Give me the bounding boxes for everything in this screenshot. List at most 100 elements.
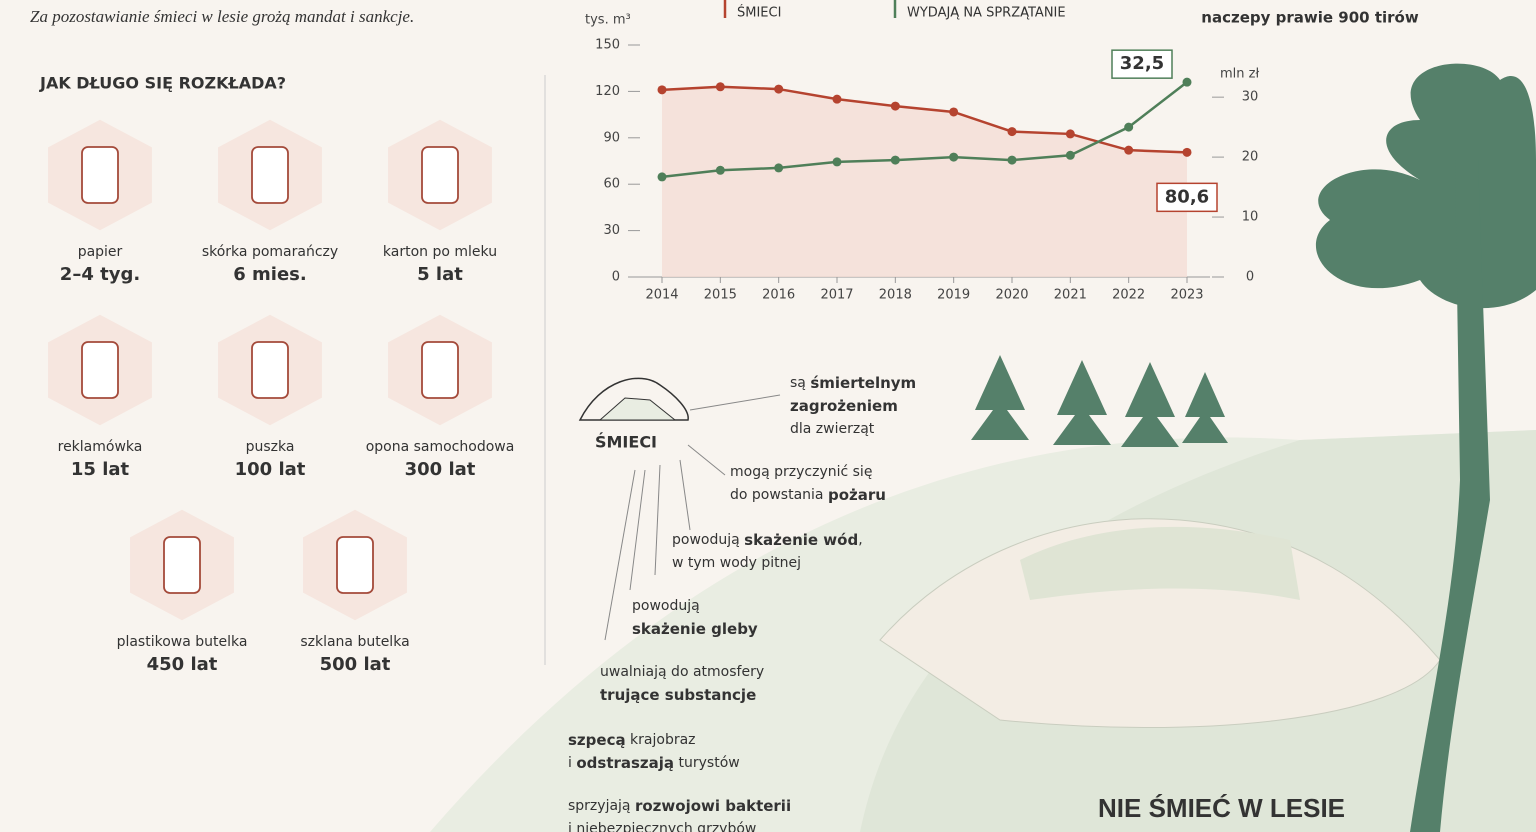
- item-time: 500 lat: [320, 654, 391, 675]
- point: [1065, 129, 1075, 139]
- y-tick-label: 30: [603, 223, 620, 238]
- item-icon: [251, 146, 289, 204]
- y-tick-label: 120: [595, 84, 620, 99]
- item-name: papier: [78, 244, 123, 260]
- effects-title: ŚMIECI: [595, 433, 657, 452]
- x-tick-label: 2019: [937, 288, 970, 303]
- legend-label: ŚMIECI: [737, 5, 781, 21]
- effect-line: zagrożeniem: [790, 397, 898, 415]
- ray: [629, 469, 646, 591]
- point: [1124, 122, 1134, 132]
- point: [774, 84, 784, 94]
- item-name: plastikowa butelka: [117, 634, 248, 650]
- item-time: 5 lat: [417, 264, 463, 285]
- y-tick-label: 60: [603, 177, 620, 192]
- effect-line: mogą przyczynić się: [730, 464, 872, 480]
- item-time: 450 lat: [147, 654, 218, 675]
- point: [1007, 127, 1017, 137]
- value-label-box: [1156, 182, 1218, 213]
- effect-line: trujące substancje: [600, 686, 756, 704]
- effect-line: sprzyjają rozwojowi bakterii: [568, 797, 791, 815]
- y-tick-label: 150: [595, 38, 620, 53]
- ray: [679, 459, 691, 531]
- value-label-box: [1111, 49, 1173, 79]
- y2-tick-label: 10: [1242, 210, 1259, 225]
- trash-pile: [879, 518, 1441, 728]
- x-tick-label: 2023: [1170, 288, 1203, 303]
- y-tick-label: 0: [612, 270, 620, 285]
- effect-part: i: [568, 755, 576, 771]
- point: [832, 157, 842, 167]
- item-name: opona samochodowa: [366, 439, 515, 455]
- effect-part: powodują: [672, 532, 744, 548]
- item-name: skórka pomarańczy: [202, 244, 338, 260]
- item-icon: [163, 536, 201, 594]
- effect-part: turystów: [674, 755, 740, 771]
- effect-line: i niebezpiecznych grzybów: [568, 821, 756, 832]
- ray: [689, 394, 781, 411]
- big-tree-trunk: [1410, 160, 1490, 832]
- y2-tick-label: 30: [1242, 90, 1259, 105]
- item-time: 100 lat: [235, 459, 306, 480]
- trash-icon-mound: [598, 397, 677, 421]
- point: [1182, 147, 1192, 157]
- section-title: JAK DŁUGO SIĘ ROZKŁADA?: [39, 74, 286, 93]
- effect-part: w tym wody pitnej: [672, 555, 801, 571]
- x-tick-label: 2022: [1112, 288, 1145, 303]
- effect-line: powodują: [632, 598, 700, 614]
- item-icon: [81, 146, 119, 204]
- effect-line: uwalniają do atmosfery: [600, 664, 764, 680]
- trash-icon: [578, 377, 689, 421]
- item-name: szklana butelka: [300, 634, 409, 650]
- point: [657, 172, 667, 182]
- effect-part: odstraszają: [576, 754, 674, 772]
- ray: [654, 464, 661, 576]
- x-tick-label: 2021: [1054, 288, 1087, 303]
- item-name: reklamówka: [58, 439, 143, 455]
- value-label: 80,6: [1165, 186, 1209, 207]
- ray: [687, 444, 726, 476]
- effect-part: sprzyjają: [568, 798, 635, 814]
- effect-part: uwalniają do atmosfery: [600, 664, 764, 680]
- item-icon: [336, 536, 374, 594]
- point: [774, 163, 784, 173]
- effect-line: i odstraszają turystów: [568, 754, 740, 772]
- y2-axis-label: mln zł: [1220, 67, 1259, 82]
- effect-line: skażenie gleby: [632, 620, 758, 638]
- effect-line: dla zwierząt: [790, 421, 875, 437]
- item-name: karton po mleku: [383, 244, 497, 260]
- effect-part: powodują: [632, 598, 700, 614]
- x-tick-label: 2017: [820, 288, 853, 303]
- y-axis-label: tys. m³: [585, 13, 631, 28]
- effect-part: rozwojowi bakterii: [635, 797, 791, 815]
- x-tick-label: 2014: [645, 288, 678, 303]
- slogan: NIE ŚMIEĆ W LESIE: [1098, 793, 1345, 823]
- effect-part: krajobraz: [626, 732, 696, 748]
- effect-line: są śmiertelnym: [790, 374, 916, 392]
- point: [715, 82, 725, 92]
- point: [1007, 155, 1017, 165]
- y2-tick-label: 0: [1246, 270, 1254, 285]
- note: naczepy prawie 900 tirów: [1201, 9, 1419, 27]
- point: [890, 155, 900, 165]
- point: [715, 165, 725, 175]
- ray: [604, 469, 636, 641]
- y2-tick-label: 20: [1242, 150, 1259, 165]
- intro: Za pozostawianie śmieci w lesie grożą ma…: [30, 7, 414, 26]
- point: [657, 85, 667, 95]
- effect-part: i niebezpiecznych grzybów: [568, 821, 756, 832]
- point: [1182, 77, 1192, 87]
- item-name: puszka: [246, 439, 295, 455]
- point: [832, 94, 842, 104]
- effect-part: pożaru: [828, 486, 886, 504]
- item-icon: [251, 341, 289, 399]
- x-tick-label: 2020: [995, 288, 1028, 303]
- value-label: 32,5: [1120, 53, 1164, 74]
- effect-line: szpecą krajobraz: [568, 731, 696, 749]
- point: [1124, 145, 1134, 155]
- effect-part: mogą przyczynić się: [730, 464, 872, 480]
- effect-line: w tym wody pitnej: [672, 555, 801, 571]
- line: [661, 81, 1188, 179]
- effect-part: skażenie wód: [744, 531, 858, 549]
